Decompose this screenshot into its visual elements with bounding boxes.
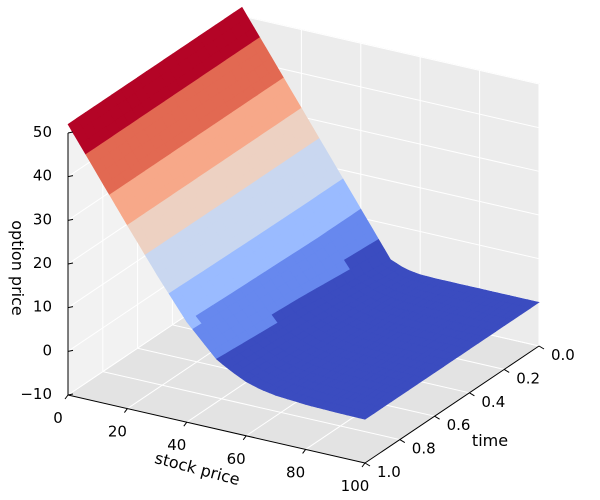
z-tick-label: −10 <box>20 385 52 403</box>
x-tick <box>183 421 188 427</box>
x-tick <box>124 408 128 413</box>
tick-labels: 0204060801000.00.20.40.60.81.0−100102030… <box>20 123 575 495</box>
x-tick <box>64 394 69 400</box>
y-axis-title: time <box>472 431 508 450</box>
z-tick-label: 40 <box>33 167 52 185</box>
surface-patch <box>358 411 375 420</box>
y-tick <box>469 392 475 397</box>
y-tick <box>503 368 510 373</box>
option-price-surface <box>67 6 540 420</box>
z-tick-label: 20 <box>33 254 52 272</box>
y-tick-label: 0.6 <box>447 416 471 434</box>
x-tick-label: 40 <box>167 436 186 454</box>
z-tick <box>67 175 74 178</box>
x-tick-label: 60 <box>227 450 246 468</box>
y-tick <box>364 462 371 467</box>
z-tick-label: 30 <box>33 210 52 228</box>
y-tick-label: 0.2 <box>516 369 540 387</box>
x-tick-label: 20 <box>108 423 127 441</box>
y-axis-line <box>364 345 540 464</box>
x-axis-line <box>67 394 366 464</box>
y-tick <box>434 415 440 420</box>
x-tick <box>361 462 366 468</box>
y-tick-label: 1.0 <box>377 463 401 481</box>
x-tick-label: 100 <box>341 477 370 495</box>
z-tick <box>67 306 74 309</box>
z-tick <box>67 349 74 352</box>
z-tick-label: 50 <box>33 123 52 141</box>
z-tick <box>67 393 74 396</box>
x-tick-label: 0 <box>53 409 63 427</box>
z-axis-title: option price <box>8 220 27 316</box>
z-tick <box>67 131 74 134</box>
y-tick-label: 0.4 <box>481 393 505 411</box>
y-tick-label: 0.0 <box>551 346 575 364</box>
z-tick <box>67 218 74 221</box>
x-tick-label: 80 <box>286 463 305 481</box>
z-tick <box>67 262 74 265</box>
x-tick <box>242 435 247 441</box>
tick-marks <box>64 131 545 468</box>
x-tick <box>302 449 307 454</box>
z-tick-label: 10 <box>33 298 52 316</box>
y-tick <box>538 345 545 350</box>
y-tick-label: 0.8 <box>412 440 436 458</box>
y-tick <box>399 439 406 444</box>
z-tick-label: 0 <box>42 341 52 359</box>
